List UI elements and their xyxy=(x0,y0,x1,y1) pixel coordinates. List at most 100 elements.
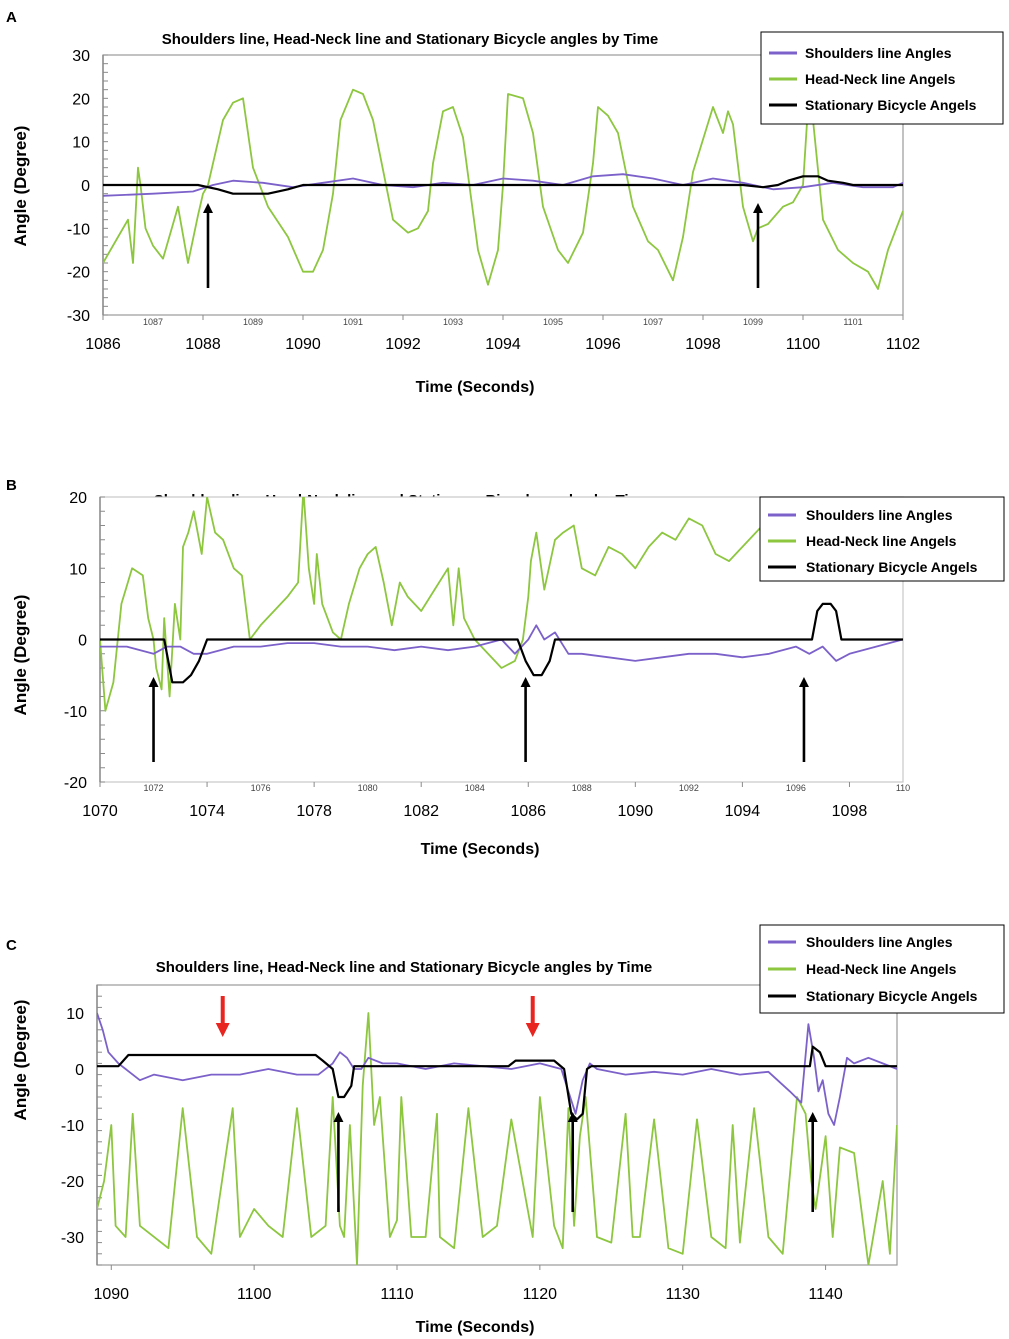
panel-b-x-minor-tick-label: 1084 xyxy=(465,783,485,793)
panel-c-series-headneck xyxy=(97,1012,897,1265)
panel-b-x-minor-tick-label: 1092 xyxy=(679,783,699,793)
panel-a-title: Shoulders line, Head-Neck line and Stati… xyxy=(162,31,659,48)
panel-a-y-axis-label: Angle (Degree) xyxy=(11,126,30,247)
panel-a-series-shoulders xyxy=(103,173,903,197)
panel-a-x-tick-label: 1102 xyxy=(886,336,921,353)
panel-a-x-tick-label: 1098 xyxy=(685,336,721,353)
panel-c-red-arrowhead xyxy=(525,1023,540,1037)
panel-c-y-tick-label: -30 xyxy=(61,1230,84,1247)
panel-b-x-tick-label: 1082 xyxy=(403,803,439,820)
panel-c-black-arrowhead xyxy=(333,1112,344,1122)
panel-a-x-minor-tick-label: 1099 xyxy=(743,317,763,327)
panel-a-y-tick-label: 30 xyxy=(72,48,90,65)
panel-a-legend-label-headneck: Head-Neck line Angels xyxy=(805,71,956,87)
panel-a-y-tick-label: -10 xyxy=(67,221,90,238)
panel-a-black-arrowhead xyxy=(753,203,763,213)
panel-c-black-arrowhead xyxy=(567,1112,578,1122)
panel-b-x-minor-tick-label: 1096 xyxy=(786,783,806,793)
panel-c-black-arrowhead xyxy=(807,1112,818,1122)
panel-b-y-tick-label: 10 xyxy=(69,561,87,578)
panel-b-x-tick-label: 1094 xyxy=(725,803,761,820)
panel-c-y-axis-label: Angle (Degree) xyxy=(11,1000,30,1121)
panel-b-x-tick-label: 1070 xyxy=(82,803,118,820)
panel-c: C Shoulders line, Head-Neck line and Sta… xyxy=(6,924,1005,1336)
panel-a-x-tick-label: 1100 xyxy=(786,336,821,353)
panel-b-x-axis-label: Time (Seconds) xyxy=(421,841,540,858)
panel-b-series-shoulders xyxy=(100,624,903,662)
panel-b: B Shoulders line, Head-Neck line and Sta… xyxy=(6,477,1005,858)
panel-b-y-axis-label: Angle (Degree) xyxy=(11,595,30,716)
panel-b-y-tick-label: -10 xyxy=(64,704,87,721)
panel-a-legend: Shoulders line Angles Head-Neck line Ang… xyxy=(760,31,1004,125)
panel-c-legend: Shoulders line Angles Head-Neck line Ang… xyxy=(759,924,1005,1014)
panel-b-letter: B xyxy=(6,477,17,494)
panel-c-x-tick-label: 1120 xyxy=(523,1286,558,1303)
panel-a-x-tick-label: 1086 xyxy=(85,336,121,353)
panel-a-x-minor-tick-label: 1091 xyxy=(343,317,363,327)
panel-a-y-tick-label: 0 xyxy=(81,178,90,195)
panel-a-y-tick-label: -20 xyxy=(67,265,90,282)
panel-c-letter: C xyxy=(6,937,17,954)
panel-a-x-minor-tick-label: 1087 xyxy=(143,317,163,327)
panel-c-legend-label-bicycle: Stationary Bicycle Angels xyxy=(806,988,978,1004)
panel-c-x-tick-label: 1110 xyxy=(380,1286,413,1303)
panel-a-series-bicycle xyxy=(103,175,903,195)
panel-a-x-minor-tick-label: 1097 xyxy=(643,317,663,327)
panel-a-x-axis-label: Time (Seconds) xyxy=(416,379,535,396)
panel-c-legend-box xyxy=(759,924,1005,1014)
panel-c-y-tick-label: 0 xyxy=(75,1062,84,1079)
panel-b-y-tick-label: 0 xyxy=(78,633,87,650)
panel-a-x-minor-tick-label: 1089 xyxy=(243,317,263,327)
panel-b-x-minor-tick-label: 1072 xyxy=(144,783,164,793)
panel-c-legend-label-headneck: Head-Neck line Angels xyxy=(806,961,957,977)
panel-c-y-tick-label: -20 xyxy=(61,1174,84,1191)
panel-b-legend-label-shoulders: Shoulders line Angles xyxy=(806,507,953,523)
panel-c-x-tick-label: 1100 xyxy=(237,1286,272,1303)
panel-a-letter: A xyxy=(6,9,17,26)
panel-c-x-tick-label: 1140 xyxy=(808,1286,843,1303)
panel-b-black-arrowhead xyxy=(520,677,531,687)
panel-b-series-bicycle xyxy=(100,602,903,684)
panel-a-x-tick-label: 1088 xyxy=(185,336,221,353)
panel-c-x-axis-label: Time (Seconds) xyxy=(416,1319,535,1336)
panel-a-y-tick-label: 20 xyxy=(72,91,90,108)
panel-c-plot-area: 10 0 -10 -20 -30 1090 1100 1110 1120 1130 1140 xyxy=(61,984,898,1303)
panel-a-x-tick-label: 1096 xyxy=(585,336,621,353)
panel-b-x-minor-tick-label: 1080 xyxy=(358,783,378,793)
panel-a-x-tick-label: 1092 xyxy=(385,336,421,353)
panel-b-plot-area: 20 10 0 -10 -20 1070 1074 1078 1082 1086 1090 1094 1… xyxy=(64,490,910,820)
panel-b-black-arrowhead xyxy=(798,677,809,687)
panel-a-y-tick-label: 10 xyxy=(72,135,90,152)
panel-c-series-bicycle xyxy=(97,1045,897,1121)
panel-c-red-arrowhead xyxy=(215,1023,230,1037)
panel-b-legend: Shoulders line Angles Head-Neck line Ang… xyxy=(759,496,1005,582)
panel-c-title: Shoulders line, Head-Neck line and Stati… xyxy=(156,959,653,976)
panel-a-legend-box xyxy=(760,31,1004,125)
panel-b-series-headneck xyxy=(100,497,851,712)
panel-b-x-minor-tick-label: 1076 xyxy=(251,783,271,793)
panel-b-legend-box xyxy=(759,496,1005,582)
panel-b-x-tick-label: 1074 xyxy=(189,803,225,820)
panel-b-y-tick-label: 20 xyxy=(69,490,87,507)
panel-a-legend-label-bicycle: Stationary Bicycle Angels xyxy=(805,97,977,113)
panel-b-x-tick-label: 1086 xyxy=(510,803,546,820)
panel-a-y-tick-label: -30 xyxy=(67,308,90,325)
panel-b-x-minor-tick-label: 110 xyxy=(896,783,910,793)
panel-b-x-minor-tick-label: 1088 xyxy=(572,783,592,793)
panel-c-series-shoulders xyxy=(97,1012,897,1126)
panel-b-x-tick-label: 1098 xyxy=(832,803,868,820)
panel-b-legend-label-bicycle: Stationary Bicycle Angels xyxy=(806,559,978,575)
panel-b-y-tick-label: -20 xyxy=(64,775,87,792)
panel-a-x-minor-tick-label: 1093 xyxy=(443,317,463,327)
panel-a-x-tick-label: 1094 xyxy=(485,336,521,353)
panel-c-legend-label-shoulders: Shoulders line Angles xyxy=(806,934,953,950)
panel-b-black-arrowhead xyxy=(148,677,159,687)
panel-a-black-arrowhead xyxy=(203,203,213,213)
panel-a-x-minor-tick-label: 1101 xyxy=(843,317,862,327)
panel-c-x-tick-label: 1090 xyxy=(93,1286,129,1303)
panel-a-x-minor-tick-label: 1095 xyxy=(543,317,563,327)
panel-a-legend-label-shoulders: Shoulders line Angles xyxy=(805,45,952,61)
panel-c-y-tick-label: 10 xyxy=(66,1006,84,1023)
panel-c-y-tick-label: -10 xyxy=(61,1118,84,1135)
panel-c-x-tick-label: 1130 xyxy=(666,1286,701,1303)
